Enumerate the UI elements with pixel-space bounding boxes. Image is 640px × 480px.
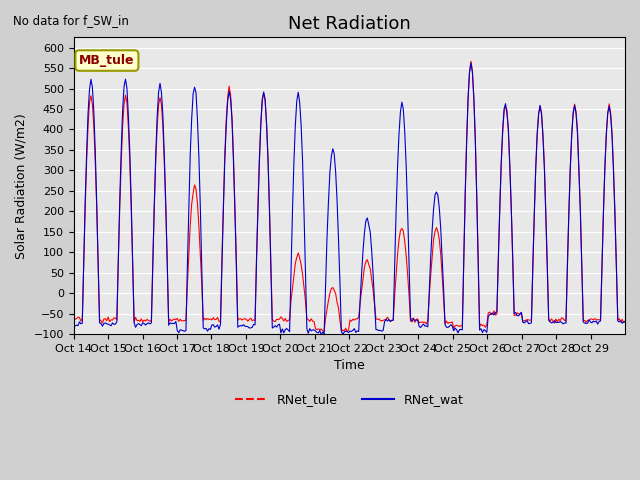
Legend: RNet_tule, RNet_wat: RNet_tule, RNet_wat <box>230 388 468 411</box>
Title: Net Radiation: Net Radiation <box>288 15 411 33</box>
Text: MB_tule: MB_tule <box>79 54 134 67</box>
X-axis label: Time: Time <box>334 360 365 372</box>
Y-axis label: Solar Radiation (W/m2): Solar Radiation (W/m2) <box>15 113 28 259</box>
Text: No data for f_SW_in: No data for f_SW_in <box>13 14 129 27</box>
